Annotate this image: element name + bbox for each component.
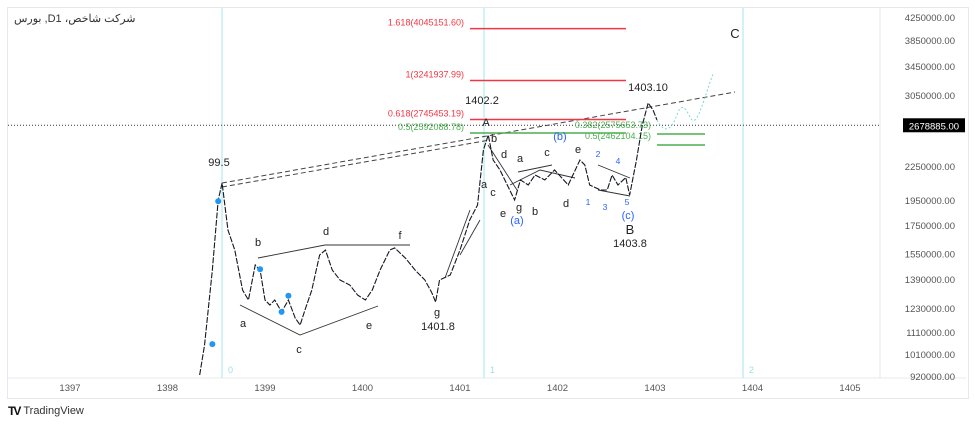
projection-path xyxy=(656,73,714,130)
wave-label: b xyxy=(255,237,261,249)
cycle-label: 0 xyxy=(228,365,233,375)
wave-label: 1402.2 xyxy=(465,95,499,107)
wave-label: d xyxy=(501,149,507,161)
x-tick-label: 1402 xyxy=(547,383,568,394)
pivot-marker xyxy=(278,308,285,315)
wave-label: a xyxy=(517,153,524,165)
wave-label: g xyxy=(516,202,522,214)
wave-label: f xyxy=(398,230,402,242)
current-price-label: 2678885.00 xyxy=(909,121,959,132)
wave-label: C xyxy=(730,26,739,41)
wave-label: c xyxy=(296,344,302,356)
cycle-label: 1 xyxy=(490,365,495,375)
wave-label: b xyxy=(491,133,497,145)
wave-label: 2 xyxy=(596,149,601,159)
y-tick-label: 1390000.00 xyxy=(905,275,955,286)
pivot-marker xyxy=(215,198,222,205)
tradingview-logo[interactable]: TV TradingView xyxy=(8,404,84,418)
y-tick-label: 1750000.00 xyxy=(905,221,955,232)
wave-label: e xyxy=(366,320,372,332)
tv-logo-icon: TV xyxy=(8,404,21,418)
wave-label: (c) xyxy=(622,210,635,222)
pivot-marker xyxy=(285,292,292,299)
wave-label: d xyxy=(323,226,329,238)
wave-label: (a) xyxy=(510,215,523,227)
wave-label: 5 xyxy=(625,197,630,207)
x-tick-label: 1405 xyxy=(839,383,860,394)
wave-label: d xyxy=(563,198,569,210)
wave-label: c xyxy=(544,147,550,159)
dashed-trendline xyxy=(221,91,736,188)
price-line xyxy=(199,101,658,376)
fib-label: 0.382(2575653.73) xyxy=(575,120,651,130)
wave-label: 3 xyxy=(603,202,608,212)
y-tick-label: 1550000.00 xyxy=(905,250,955,261)
wave-label: e xyxy=(575,144,581,156)
wave-label: g xyxy=(434,307,440,319)
wave-label: e xyxy=(500,208,506,220)
y-tick-label: 3450000.00 xyxy=(905,62,955,73)
pivot-marker xyxy=(209,341,216,348)
x-tick-label: 1398 xyxy=(157,383,178,394)
wave-label: B xyxy=(626,222,635,237)
wave-label: c xyxy=(490,187,496,199)
chart-title: بورس ,Dشرکت شاخص، 1 xyxy=(14,13,136,25)
fib-label: 1(3241937.99) xyxy=(405,70,464,80)
y-tick-label: 3850000.00 xyxy=(905,36,955,47)
y-tick-label: 1230000.00 xyxy=(905,304,955,315)
y-tick-label: 3050000.00 xyxy=(905,91,955,102)
y-tick-label: 920000.00 xyxy=(910,372,955,383)
y-tick-label: 1110000.00 xyxy=(906,328,955,339)
x-tick-label: 1399 xyxy=(254,383,275,394)
fib-label: 0.5(2592088.78) xyxy=(398,122,464,132)
y-tick-label: 4250000.00 xyxy=(905,13,955,24)
cycle-label: 2 xyxy=(749,365,754,375)
pivot-marker xyxy=(257,266,264,273)
x-tick-label: 1403 xyxy=(644,383,665,394)
fib-label: 0.5(2462104.15) xyxy=(585,131,651,141)
wave-label: (b) xyxy=(553,131,566,143)
wave-label: a xyxy=(240,318,247,330)
wave-label: 1403.8 xyxy=(613,238,647,250)
brand-label: TradingView xyxy=(23,405,84,417)
chart-frame xyxy=(7,7,969,399)
wave-label: 99.5 xyxy=(208,157,229,169)
wave-label: 1403.10 xyxy=(628,82,668,94)
x-tick-label: 1404 xyxy=(742,383,763,394)
fib-label: 0.618(2745453.19) xyxy=(388,109,464,119)
y-tick-label: 1950000.00 xyxy=(905,196,955,207)
wave-channel-lines xyxy=(239,144,631,336)
y-tick-label: 2250000.00 xyxy=(905,162,955,173)
wave-label: b xyxy=(532,206,538,218)
wave-label: 1401.8 xyxy=(421,321,455,333)
current-price-badge xyxy=(903,118,965,133)
fib-label: 1.618(4045151.60) xyxy=(388,18,464,28)
wave-label: A xyxy=(482,117,490,129)
wave-label: 1 xyxy=(586,197,591,207)
wave-label: a xyxy=(481,179,488,191)
y-tick-label: 1010000.00 xyxy=(905,350,955,361)
wave-label: 4 xyxy=(616,156,621,166)
x-tick-label: 1401 xyxy=(449,383,470,394)
x-tick-label: 1397 xyxy=(59,383,80,394)
x-tick-label: 1400 xyxy=(352,383,373,394)
